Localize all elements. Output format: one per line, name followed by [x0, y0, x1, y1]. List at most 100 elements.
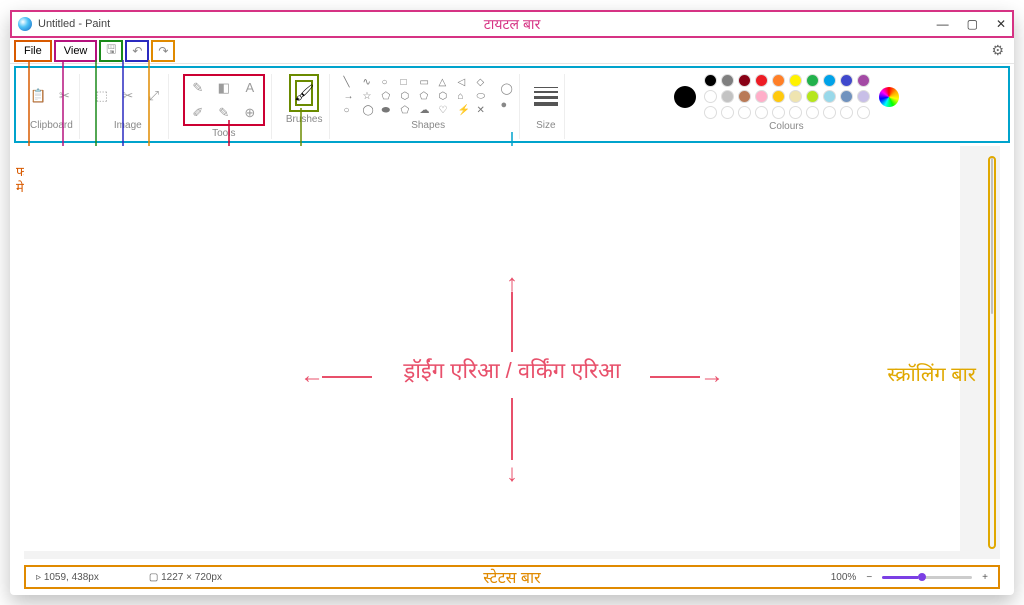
shape-icon[interactable]: ⬡ — [401, 91, 415, 102]
colour-swatch[interactable] — [704, 106, 717, 119]
tools-group: ✎ ◧ A ✐ ✎ ⊕ Tools — [177, 74, 272, 139]
shape-icon[interactable]: ♡ — [439, 105, 453, 116]
colour-swatch[interactable] — [823, 106, 836, 119]
shape-icon[interactable]: ⌂ — [458, 91, 472, 102]
tools-label: Tools — [212, 128, 235, 139]
colour-swatch[interactable] — [772, 90, 785, 103]
shape-icon[interactable]: ☁ — [420, 105, 434, 116]
colour-swatch[interactable] — [806, 74, 819, 87]
shape-icon[interactable]: ╲ — [344, 77, 358, 88]
tool-icon[interactable]: A — [242, 80, 258, 96]
size-button[interactable] — [534, 74, 558, 118]
arrow-up-icon: ↑ — [506, 270, 518, 298]
colour-swatch[interactable] — [755, 90, 768, 103]
undo-tool[interactable]: ↶ — [125, 40, 149, 62]
zoom-controls: 100% − + — [831, 572, 988, 583]
shape-icon[interactable]: ⬠ — [382, 91, 396, 102]
cut-icon[interactable]: ✂ — [56, 88, 72, 104]
shape-icon[interactable]: ⬡ — [439, 91, 453, 102]
zoom-slider[interactable] — [882, 576, 972, 579]
shape-icon[interactable]: → — [344, 91, 358, 102]
colour1-swatch[interactable] — [674, 86, 696, 108]
cursor-icon: ▹ — [36, 572, 41, 583]
vertical-scrollbar[interactable] — [988, 156, 996, 549]
arrow-down-icon: ↓ — [506, 460, 518, 488]
brush-button[interactable]: 🖌 — [295, 80, 313, 106]
close-button[interactable]: ✕ — [996, 17, 1006, 31]
save-tool[interactable]: 🖫 — [99, 40, 123, 62]
shape-fill-icon[interactable]: ● — [501, 99, 513, 111]
colour-swatch[interactable] — [840, 106, 853, 119]
shape-icon[interactable]: ▭ — [420, 77, 434, 88]
colour-swatch[interactable] — [721, 90, 734, 103]
shape-icon[interactable]: ○ — [344, 105, 358, 116]
arrow-left-icon: ← — [300, 362, 324, 390]
colour-swatch[interactable] — [755, 74, 768, 87]
colour-swatch[interactable] — [806, 106, 819, 119]
file-menu-tab[interactable]: File — [14, 40, 52, 62]
status-bar: ▹ 1059, 438px ▢ 1227 × 720px स्टेटस बार … — [24, 565, 1000, 589]
colour-swatch[interactable] — [857, 106, 870, 119]
colour-swatch[interactable] — [704, 90, 717, 103]
settings-icon[interactable]: ⚙ — [991, 42, 1010, 59]
maximize-button[interactable]: ▢ — [967, 17, 978, 31]
scroll-thumb[interactable] — [991, 158, 993, 314]
shape-icon[interactable]: □ — [401, 77, 415, 88]
colour-swatch[interactable] — [772, 106, 785, 119]
colour-swatch[interactable] — [857, 74, 870, 87]
size-group: Size — [528, 74, 565, 139]
ribbon-bar: 📋 ✂ Clipboard ⬚ ✂ ⤢ Image ✎◧A✐✎⊕ Tools 🖌… — [14, 66, 1010, 143]
tool-icon[interactable]: ✎ — [190, 80, 206, 96]
colour-swatch[interactable] — [840, 74, 853, 87]
crop-icon[interactable]: ✂ — [120, 88, 136, 104]
arrow-right-icon: → — [700, 362, 724, 390]
colour-swatch[interactable] — [789, 74, 802, 87]
tool-icon[interactable]: ✎ — [216, 105, 232, 121]
tool-icon[interactable]: ⊕ — [242, 105, 258, 121]
colours-label: Colours — [769, 121, 803, 132]
shape-icon[interactable]: ⬠ — [401, 105, 415, 116]
colour-swatch[interactable] — [721, 74, 734, 87]
shape-icon[interactable]: △ — [439, 77, 453, 88]
shape-icon[interactable]: ✕ — [477, 105, 491, 116]
colour-swatch[interactable] — [806, 90, 819, 103]
zoom-out-button[interactable]: − — [866, 572, 872, 583]
shape-outline-icon[interactable]: ◯ — [501, 82, 513, 95]
colour-swatch[interactable] — [755, 106, 768, 119]
colour-swatch[interactable] — [789, 106, 802, 119]
shape-icon[interactable]: ⚡ — [458, 105, 472, 116]
shape-icon[interactable]: ◇ — [477, 77, 491, 88]
colour-swatch[interactable] — [823, 74, 836, 87]
colour-swatch[interactable] — [704, 74, 717, 87]
colour-swatch[interactable] — [738, 90, 751, 103]
resize-icon[interactable]: ⤢ — [146, 88, 162, 104]
canvas-size-icon: ▢ — [149, 572, 158, 583]
tool-icon[interactable]: ✐ — [190, 105, 206, 121]
shape-icon[interactable]: ○ — [382, 77, 396, 88]
tool-icon[interactable]: ◧ — [216, 80, 232, 96]
shape-icon[interactable]: ☆ — [363, 91, 377, 102]
drawing-canvas[interactable] — [24, 146, 960, 551]
redo-tool[interactable]: ↷ — [151, 40, 175, 62]
edit-colours-icon[interactable] — [879, 87, 899, 107]
select-icon[interactable]: ⬚ — [94, 88, 110, 104]
colour-swatch[interactable] — [789, 90, 802, 103]
paste-icon[interactable]: 📋 — [30, 88, 46, 104]
colour-swatch[interactable] — [823, 90, 836, 103]
shape-icon[interactable]: ⬬ — [382, 105, 396, 116]
shape-icon[interactable]: ◁ — [458, 77, 472, 88]
colour-swatch[interactable] — [738, 106, 751, 119]
minimize-button[interactable]: — — [937, 17, 949, 31]
colour-swatch[interactable] — [840, 90, 853, 103]
zoom-in-button[interactable]: + — [982, 572, 988, 583]
colour-swatch[interactable] — [738, 74, 751, 87]
shape-icon[interactable]: ∿ — [363, 77, 377, 88]
colour-swatch[interactable] — [721, 106, 734, 119]
image-label: Image — [114, 120, 142, 131]
shape-icon[interactable]: ⬠ — [420, 91, 434, 102]
shape-icon[interactable]: ◯ — [363, 105, 377, 116]
shape-icon[interactable]: ⬭ — [477, 91, 491, 102]
colour-swatch[interactable] — [857, 90, 870, 103]
view-menu-tab[interactable]: View — [54, 40, 98, 62]
colour-swatch[interactable] — [772, 74, 785, 87]
